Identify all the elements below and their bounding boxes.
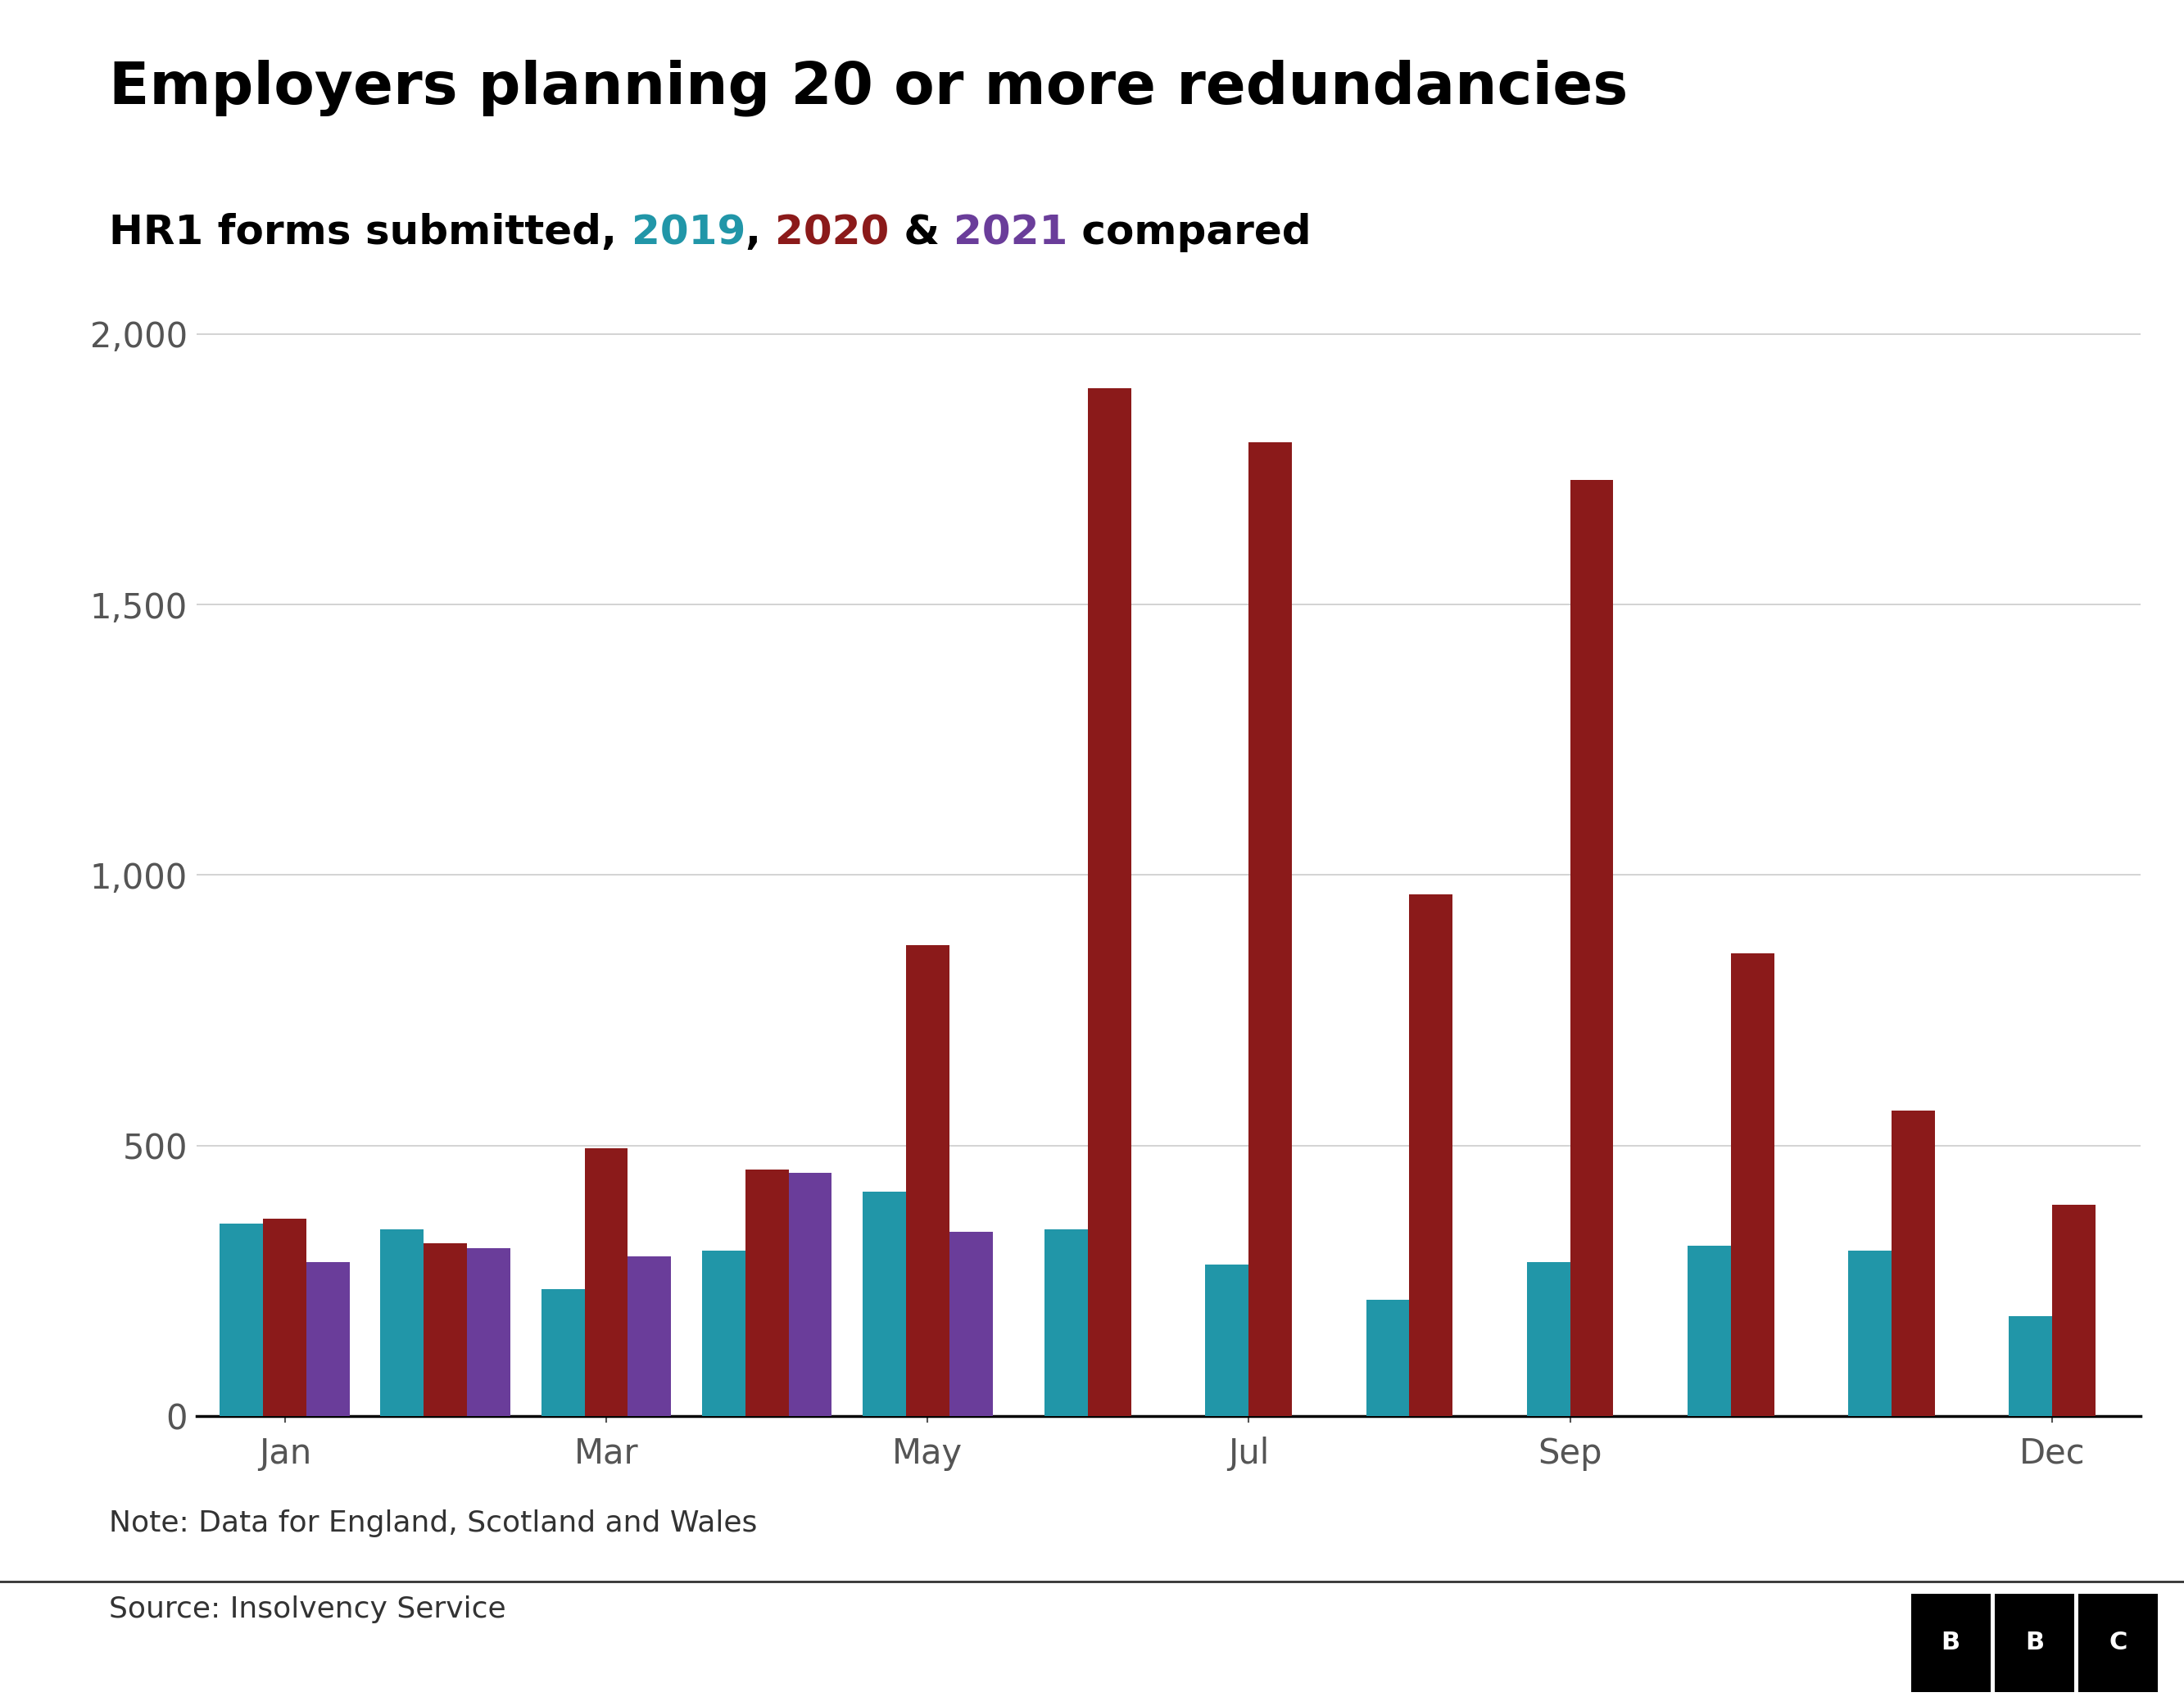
Text: 2021: 2021 <box>954 213 1068 252</box>
Bar <box>788 1172 832 1416</box>
Bar <box>2053 1204 2094 1416</box>
Bar <box>424 1244 467 1416</box>
Text: ,: , <box>745 213 775 252</box>
FancyBboxPatch shape <box>1911 1593 1990 1692</box>
Text: HR1 forms submitted,: HR1 forms submitted, <box>109 213 631 252</box>
Bar <box>306 1262 349 1416</box>
Text: Note: Data for England, Scotland and Wales: Note: Data for England, Scotland and Wal… <box>109 1510 758 1537</box>
Bar <box>585 1148 627 1416</box>
Bar <box>950 1232 992 1416</box>
Bar <box>627 1256 670 1416</box>
Bar <box>2009 1315 2053 1416</box>
Bar <box>1570 479 1614 1416</box>
Bar <box>1044 1230 1088 1416</box>
Text: &: & <box>889 213 954 252</box>
FancyBboxPatch shape <box>1994 1593 2075 1692</box>
Bar <box>906 945 950 1416</box>
Bar <box>1891 1111 1935 1416</box>
Bar <box>1409 894 1452 1416</box>
Text: 2020: 2020 <box>775 213 889 252</box>
Text: C: C <box>2110 1631 2127 1655</box>
Text: Employers planning 20 or more redundancies: Employers planning 20 or more redundanci… <box>109 60 1629 116</box>
Bar <box>1730 954 1773 1416</box>
Bar <box>221 1223 264 1416</box>
Bar <box>542 1288 585 1416</box>
Bar <box>745 1170 788 1416</box>
Bar <box>1848 1250 1891 1416</box>
Bar <box>264 1218 306 1416</box>
Text: Source: Insolvency Service: Source: Insolvency Service <box>109 1595 507 1622</box>
Bar <box>1088 389 1131 1416</box>
Text: 2019: 2019 <box>631 213 745 252</box>
Bar <box>467 1249 511 1416</box>
Bar <box>1527 1262 1570 1416</box>
Text: B: B <box>1942 1631 1961 1655</box>
Bar <box>1249 442 1293 1416</box>
Bar <box>701 1250 745 1416</box>
Bar <box>1365 1300 1409 1416</box>
Bar <box>380 1230 424 1416</box>
Bar <box>863 1191 906 1416</box>
Text: compared: compared <box>1068 213 1313 252</box>
Text: B: B <box>2025 1631 2044 1655</box>
Bar <box>1206 1264 1249 1416</box>
FancyBboxPatch shape <box>2079 1593 2158 1692</box>
Bar <box>1688 1245 1730 1416</box>
